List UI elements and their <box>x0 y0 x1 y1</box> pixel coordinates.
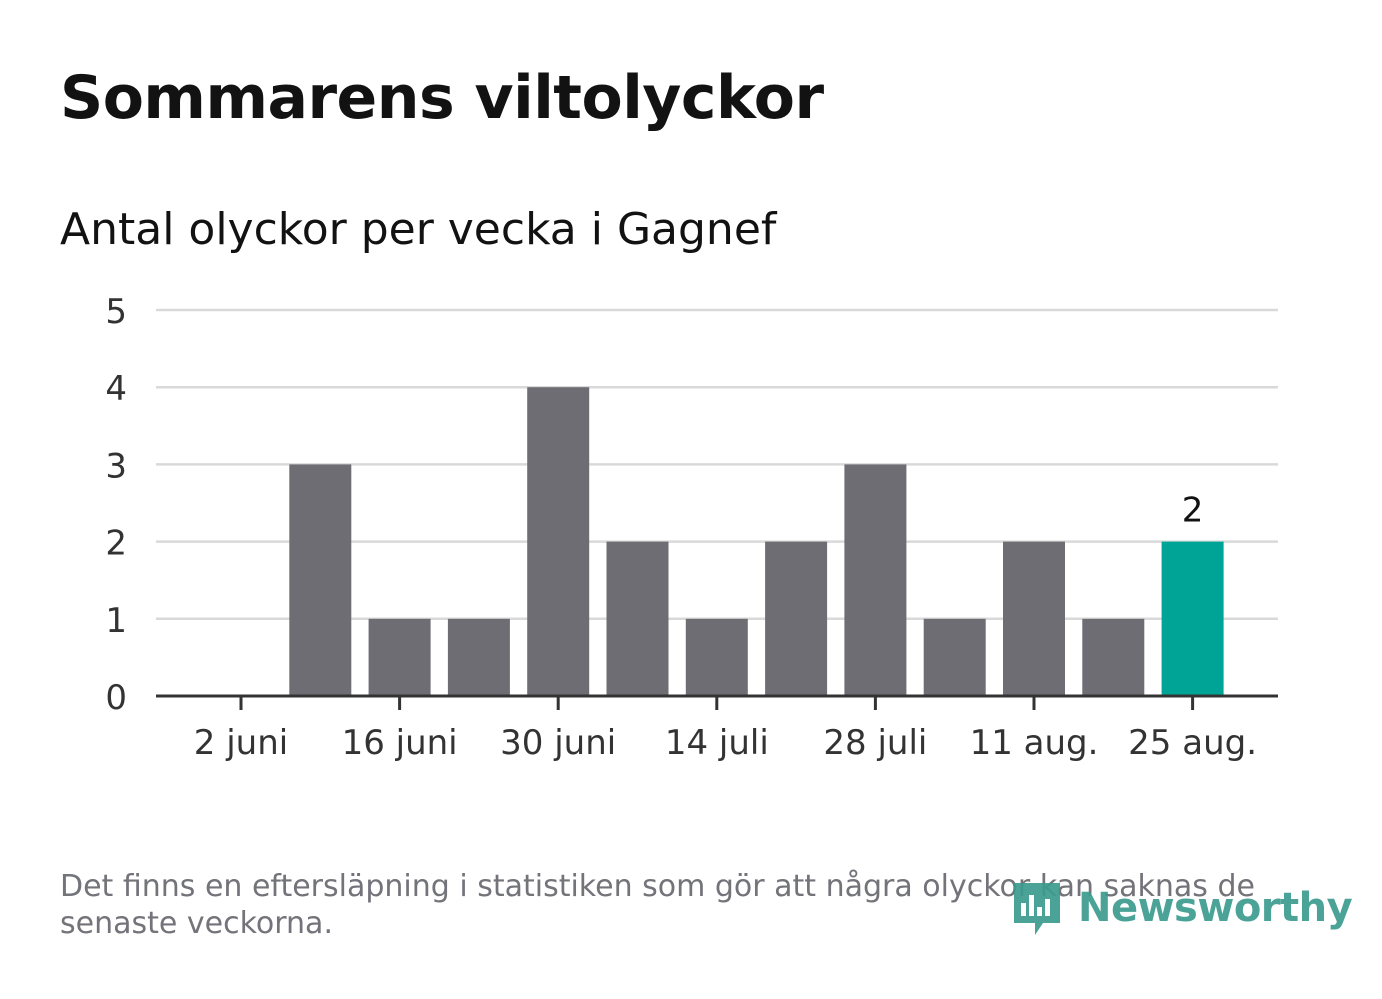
bar <box>1082 618 1145 696</box>
bar <box>527 387 590 696</box>
data-label: 2 <box>1182 491 1204 531</box>
x-tick-label: 25 aug. <box>1128 723 1257 763</box>
brand-name: Newsworthy <box>1078 885 1353 931</box>
y-tick-label: 0 <box>105 678 127 718</box>
y-tick-label: 4 <box>105 369 127 409</box>
y-tick-label: 5 <box>105 292 127 332</box>
x-tick-label: 11 aug. <box>970 723 1099 763</box>
bar <box>923 618 986 696</box>
y-tick-label: 2 <box>105 524 127 564</box>
y-tick-label: 1 <box>105 601 127 641</box>
brand-logo: Newsworthy <box>1012 876 1353 940</box>
bar <box>606 541 669 696</box>
bar <box>1003 541 1065 696</box>
x-tick-label: 30 juni <box>500 723 616 763</box>
x-tick-label: 16 juni <box>342 723 458 763</box>
bar <box>685 618 748 696</box>
bar <box>368 618 431 696</box>
bar <box>1161 541 1224 696</box>
bar <box>765 541 828 696</box>
x-tick-label: 2 juni <box>194 723 288 763</box>
bar <box>844 464 907 696</box>
x-tick-label: 14 juli <box>665 723 769 763</box>
chart-title: Sommarens viltolyckor <box>60 63 824 133</box>
chart-subtitle: Antal olyckor per vecka i Gagnef <box>60 204 777 255</box>
bar <box>447 618 510 696</box>
x-tick-label: 28 juli <box>823 723 927 763</box>
bar-chart: 0 1 2 3 4 5 2 2 juni 16 juni 30 juni 14 juli 28 jul… <box>105 292 1278 763</box>
bar <box>289 464 352 696</box>
newsworthy-logo-icon <box>1014 883 1060 935</box>
y-tick-label: 3 <box>105 446 127 486</box>
